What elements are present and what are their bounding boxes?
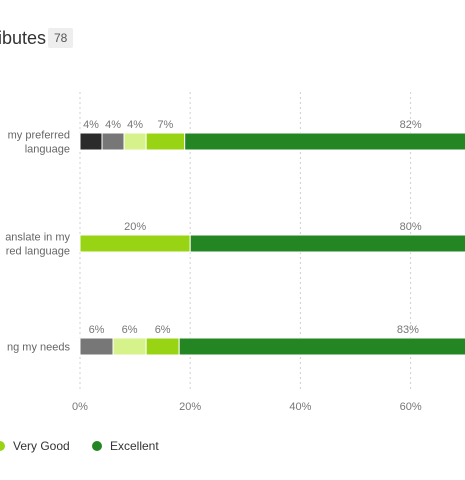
x-tick-label: 20% [179,401,201,413]
stacked-bar-chart: 0% 20% 40% 60% 4% 4% 4% 7% 82% my preferred langua… [5,92,465,413]
count-badge: 78 [48,28,74,48]
data-label: 20% [124,221,146,233]
category-label: ng my needs [7,342,70,354]
bar-segment [79,337,114,356]
x-tick-label: 60% [400,401,422,413]
legend-swatch-very-good [0,441,5,451]
bar-segment [178,337,465,356]
bar-segment [184,132,465,151]
data-label: 4% [105,119,121,131]
bar-segment [145,132,186,151]
data-label: 7% [157,119,173,131]
bar-segment [112,337,147,356]
bar-segment [79,234,191,253]
legend-item-very-good[interactable]: Very Good [0,439,70,453]
x-tick-label: 40% [289,401,311,413]
chart-title: ibutes [0,28,46,49]
legend-label-very-good: Very Good [13,439,70,453]
legend-swatch-excellent [92,441,102,451]
data-label: 4% [83,119,99,131]
bar-segment [79,132,103,151]
legend-item-excellent[interactable]: Excellent [92,439,159,453]
bar-segment [101,132,125,151]
data-label: 6% [122,324,138,336]
category-label: my preferred [8,130,70,142]
chart-title-text: ibutes [0,28,47,48]
data-label: 6% [89,324,105,336]
x-tick-label: 0% [72,401,88,413]
data-label: 80% [400,221,422,233]
data-label: 4% [127,119,143,131]
data-label: 6% [155,324,171,336]
legend-label-excellent: Excellent [110,439,159,453]
data-label: 83% [397,324,419,336]
bar-segment [123,132,147,151]
bar-segment [145,337,180,356]
category-label: language [25,144,70,156]
category-label: red language [6,246,70,258]
data-label: 82% [400,119,422,131]
bar-segment [189,234,465,253]
category-label: anslate in my [5,232,70,244]
